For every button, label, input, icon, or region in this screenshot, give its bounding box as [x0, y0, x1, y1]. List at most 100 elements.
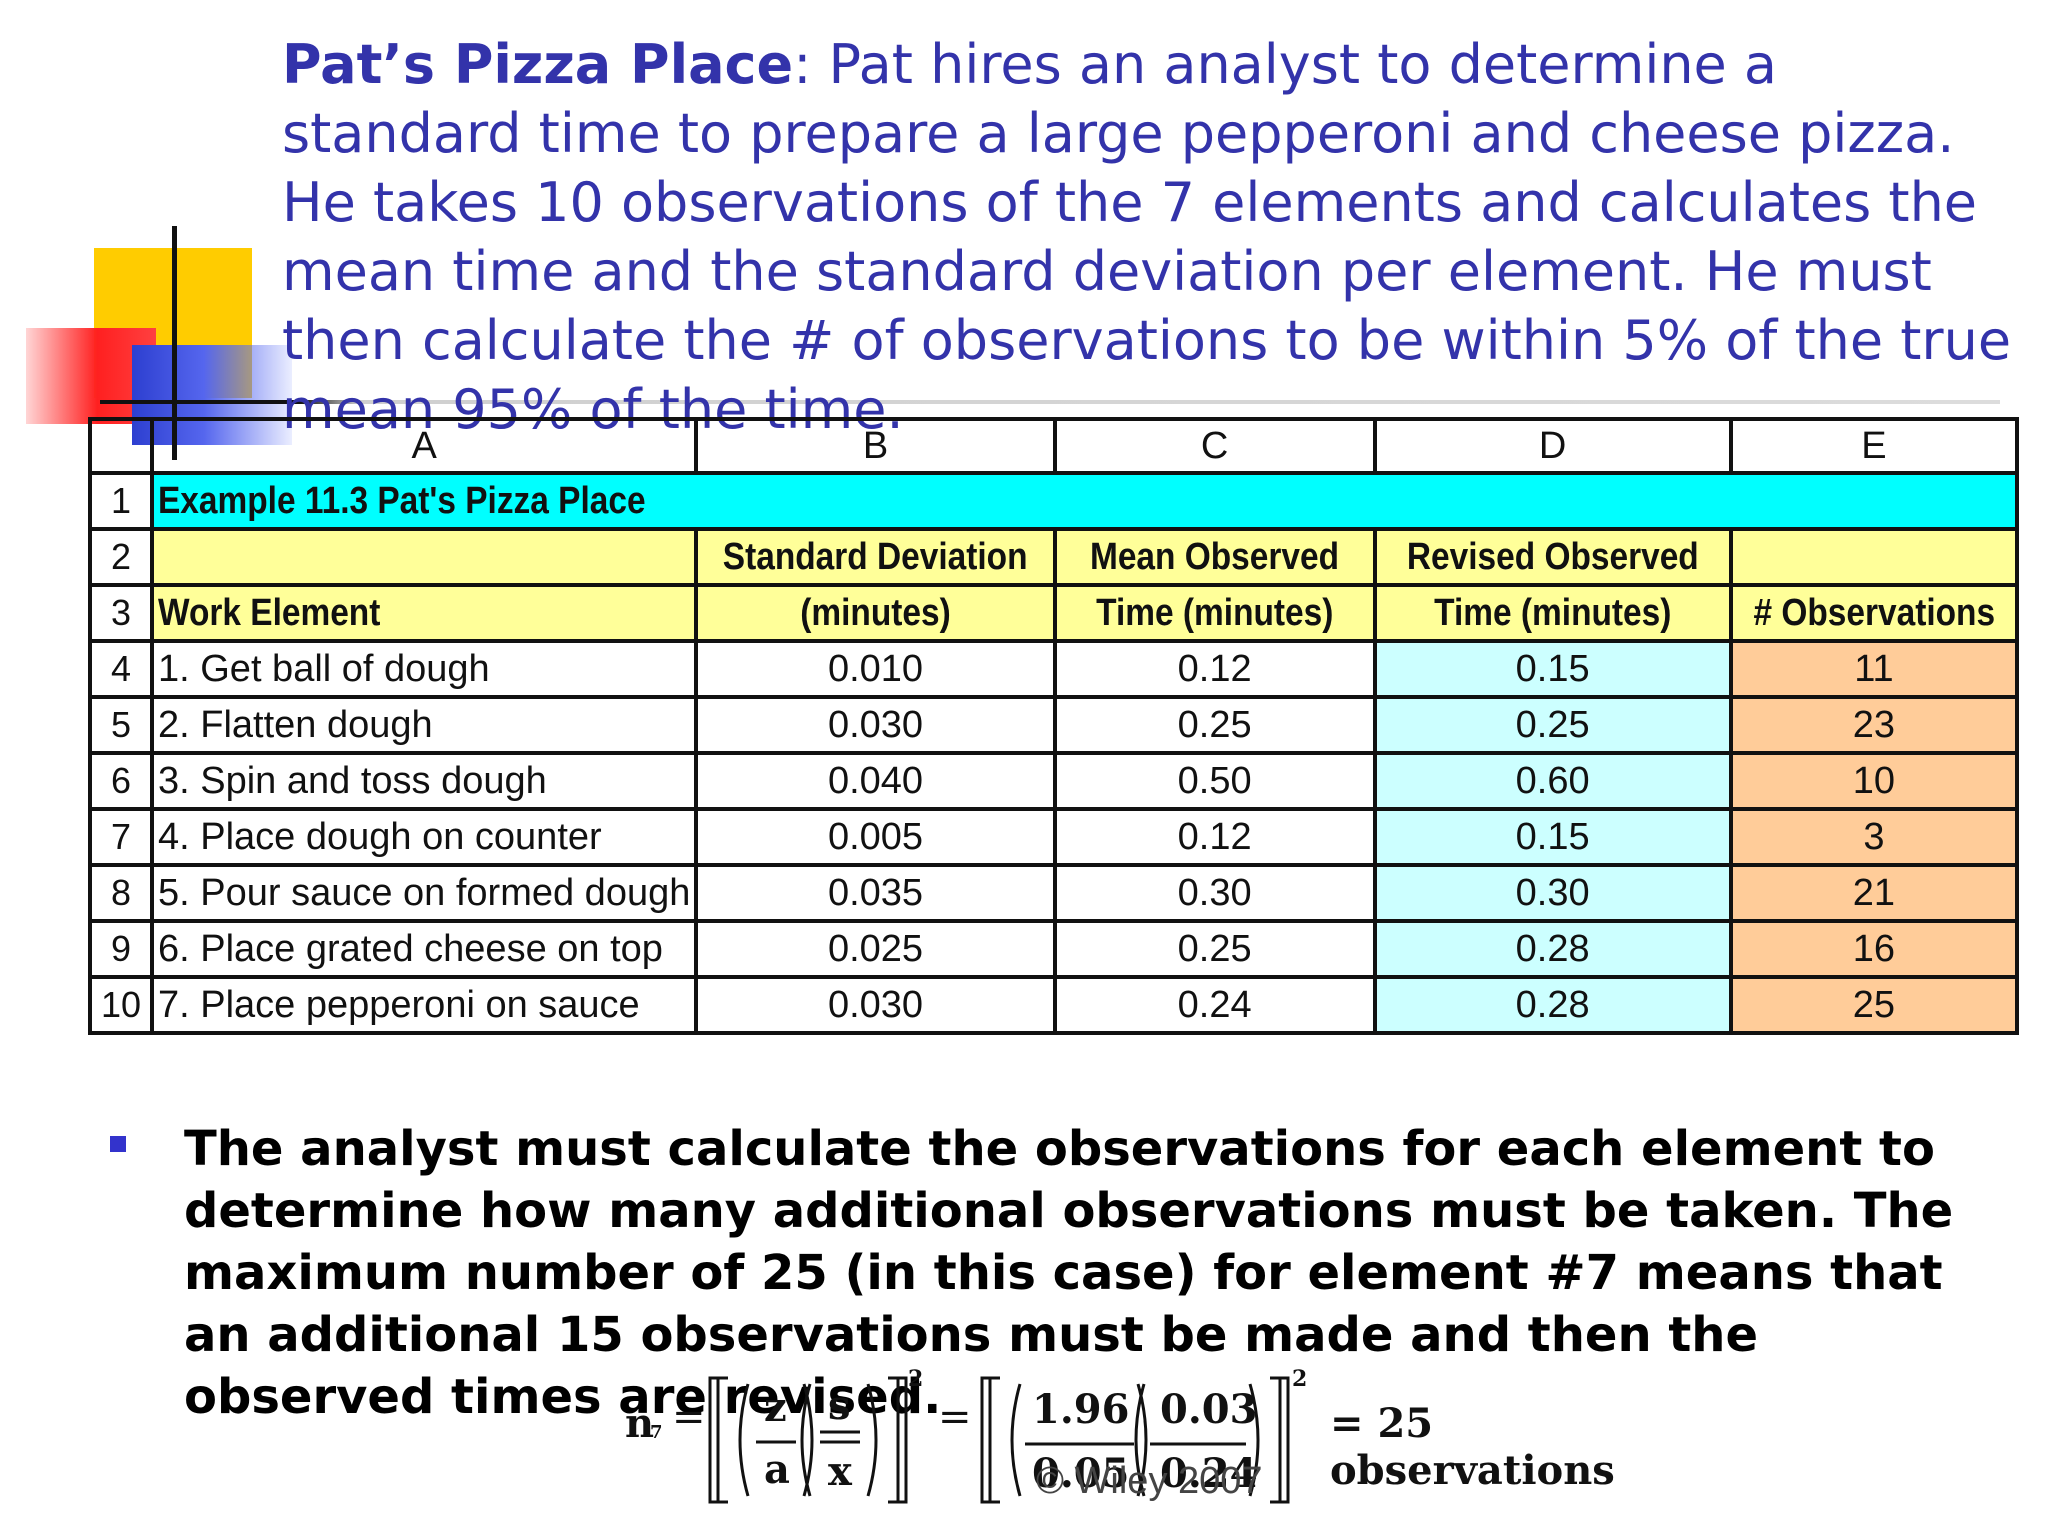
- cell-std-dev: 0.010: [694, 639, 1057, 699]
- row-number: 6: [88, 751, 154, 811]
- cell-revised-time: 0.28: [1372, 919, 1733, 979]
- slide-title-text: : Pat hires an analyst to determine a st…: [282, 33, 2012, 441]
- cell-std-dev: 0.030: [694, 695, 1057, 755]
- row-number: 9: [88, 919, 154, 979]
- bullet-paragraph: The analyst must calculate the observati…: [184, 1121, 1954, 1425]
- cell-work-element: 4. Place dough on counter: [149, 807, 699, 867]
- col-letter-d: D: [1372, 417, 1733, 475]
- formula-result: = 25 observations: [1330, 1400, 1615, 1494]
- table-row: 8 5. Pour sauce on formed dough 0.035 0.…: [88, 863, 2020, 923]
- row-number: 5: [88, 695, 154, 755]
- formula-value-z: 1.96: [1032, 1386, 1130, 1433]
- cell-std-dev: 0.035: [694, 863, 1057, 923]
- cell-observations: 21: [1728, 863, 2020, 923]
- slide-title-bold: Pat’s Pizza Place: [282, 33, 794, 96]
- cell-revised-time: 0.30: [1372, 863, 1733, 923]
- row-number: 10: [88, 975, 154, 1035]
- table-row: 1 Example 11.3 Pat's Pizza Place: [88, 471, 2020, 531]
- cell-observations: 3: [1728, 807, 2020, 867]
- header-mean-time: Time (minutes): [1096, 591, 1334, 634]
- header-cell: Time (minutes): [1372, 583, 1733, 643]
- formula-equals-2: =: [938, 1394, 972, 1440]
- row-number: 2: [88, 527, 154, 587]
- cell-work-element: 6. Place grated cheese on top: [149, 919, 699, 979]
- formula-equals-1: =: [672, 1394, 706, 1440]
- formula-value-a: 0.05: [1032, 1450, 1130, 1497]
- copyright-notice: © Wiley 2007: [1036, 1460, 1263, 1502]
- col-letter-c: C: [1052, 417, 1377, 475]
- cell-std-dev: 0.040: [694, 751, 1057, 811]
- table-row: 3 Work Element (minutes) Time (minutes) …: [88, 583, 2020, 643]
- row-number: 1: [88, 471, 154, 531]
- header-cell: [149, 527, 699, 587]
- cell-work-element: 2. Flatten dough: [149, 695, 699, 755]
- header-cell: (minutes): [694, 583, 1057, 643]
- slide-title-paragraph: Pat’s Pizza Place: Pat hires an analyst …: [282, 30, 2022, 444]
- table-row: 5 2. Flatten dough 0.030 0.25 0.25 23: [88, 695, 2020, 755]
- cell-revised-time: 0.60: [1372, 751, 1733, 811]
- banner-title: Example 11.3 Pat's Pizza Place: [158, 479, 646, 522]
- cell-work-element: 3. Spin and toss dough: [149, 751, 699, 811]
- header-mean-observed: Mean Observed: [1090, 535, 1340, 578]
- header-cell: Time (minutes): [1052, 583, 1377, 643]
- formula-exponent-1: 2: [908, 1366, 924, 1392]
- header-work-element: Work Element: [158, 591, 381, 634]
- header-cell: Mean Observed: [1052, 527, 1377, 587]
- banner-cell: Example 11.3 Pat's Pizza Place: [149, 471, 2020, 531]
- cell-observations: 10: [1728, 751, 2020, 811]
- table-row: 10 7. Place pepperoni on sauce 0.030 0.2…: [88, 975, 2020, 1035]
- cell-observations: 25: [1728, 975, 2020, 1035]
- formula-exponent-2: 2: [1292, 1366, 1308, 1392]
- cell-revised-time: 0.15: [1372, 807, 1733, 867]
- cell-revised-time: 0.15: [1372, 639, 1733, 699]
- header-cell: Work Element: [149, 583, 699, 643]
- header-revised-observed: Revised Observed: [1406, 535, 1699, 578]
- cell-std-dev: 0.030: [694, 975, 1057, 1035]
- cell-std-dev: 0.025: [694, 919, 1057, 979]
- col-letter-b: B: [694, 417, 1057, 475]
- decorative-horizontal-line: [100, 400, 2000, 404]
- cell-mean-time: 0.12: [1052, 639, 1377, 699]
- header-std-dev: Standard Deviation: [723, 535, 1028, 578]
- cell-work-element: 1. Get ball of dough: [149, 639, 699, 699]
- row-number: 3: [88, 583, 154, 643]
- cell-work-element: 5. Pour sauce on formed dough: [149, 863, 699, 923]
- cell-mean-time: 0.25: [1052, 919, 1377, 979]
- cell-observations: 11: [1728, 639, 2020, 699]
- formula-value-x: 0.24: [1160, 1450, 1258, 1497]
- formula-n: n: [625, 1400, 655, 1447]
- header-revised-time: Time (minutes): [1434, 591, 1672, 634]
- table-row: 7 4. Place dough on counter 0.005 0.12 0…: [88, 807, 2020, 867]
- table-row: 9 6. Place grated cheese on top 0.025 0.…: [88, 919, 2020, 979]
- header-cell: Standard Deviation: [694, 527, 1057, 587]
- cell-mean-time: 0.12: [1052, 807, 1377, 867]
- cell-mean-time: 0.25: [1052, 695, 1377, 755]
- table-row: 6 3. Spin and toss dough 0.040 0.50 0.60…: [88, 751, 2020, 811]
- cell-std-dev: 0.005: [694, 807, 1057, 867]
- formula-a: a: [764, 1446, 790, 1493]
- formula-x: x: [828, 1448, 852, 1495]
- sample-size-formula: n 7 = z a s x 2 = 1.96 0.05 0.03 0.24 2 …: [620, 1366, 1720, 1522]
- cell-work-element: 7. Place pepperoni on sauce: [149, 975, 699, 1035]
- corner-cell: [88, 417, 154, 475]
- header-cell: # Observations: [1728, 583, 2020, 643]
- cell-revised-time: 0.25: [1372, 695, 1733, 755]
- row-number: 4: [88, 639, 154, 699]
- formula-value-s: 0.03: [1160, 1386, 1258, 1433]
- header-observations: # Observations: [1753, 591, 1995, 634]
- formula-s: s: [828, 1382, 851, 1429]
- cell-observations: 16: [1728, 919, 2020, 979]
- formula-brackets: [708, 1376, 1290, 1504]
- column-letter-row: A B C D E: [88, 417, 2020, 475]
- row-number: 8: [88, 863, 154, 923]
- col-letter-a: A: [149, 417, 699, 475]
- table-row: 4 1. Get ball of dough 0.010 0.12 0.15 1…: [88, 639, 2020, 699]
- header-cell: [1728, 527, 2020, 587]
- cell-revised-time: 0.28: [1372, 975, 1733, 1035]
- cell-mean-time: 0.30: [1052, 863, 1377, 923]
- cell-mean-time: 0.50: [1052, 751, 1377, 811]
- col-letter-e: E: [1728, 417, 2020, 475]
- spreadsheet-table: A B C D E 1 Example 11.3 Pat's Pizza Pla…: [88, 417, 2020, 1035]
- header-cell: Revised Observed: [1372, 527, 1733, 587]
- cell-observations: 23: [1728, 695, 2020, 755]
